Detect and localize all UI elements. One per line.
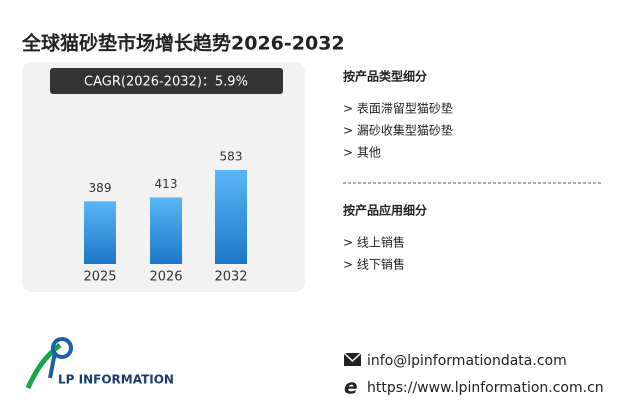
segment-title: 按产品类型细分 [343,69,427,84]
value-label: 413 [155,177,178,191]
email-icon [343,352,362,366]
bar [215,170,247,264]
logo-text: LP INFORMATION [58,373,174,387]
bar [150,197,182,264]
cagr-box [50,68,283,94]
value-label: 389 [89,181,112,195]
segment-item: > 其他 [343,146,381,160]
x-tick-label: 2026 [149,270,182,285]
segment-item: > 线下销售 [343,257,405,272]
value-label: 583 [220,150,243,164]
chart-title: 全球猫砂垫市场增长趋势2026-2032 [21,32,345,55]
logo-mark [25,337,73,389]
website: https://www.lpinformation.com.cn [367,380,604,396]
segment-item: > 漏砂收集型猫砂垫 [343,123,453,138]
cagr-label: CAGR(2026-2032)：5.9% [84,75,248,90]
segment-item: > 表面滞留型猫砂垫 [343,101,453,116]
email: info@lpinformationdata.com [367,353,567,369]
segment-item: > 线上销售 [343,235,405,250]
bar [84,201,116,264]
segment-title: 按产品应用细分 [343,203,427,218]
x-tick-label: 2032 [214,270,247,285]
x-tick-label: 2025 [83,270,116,285]
web-icon: e [344,375,358,399]
